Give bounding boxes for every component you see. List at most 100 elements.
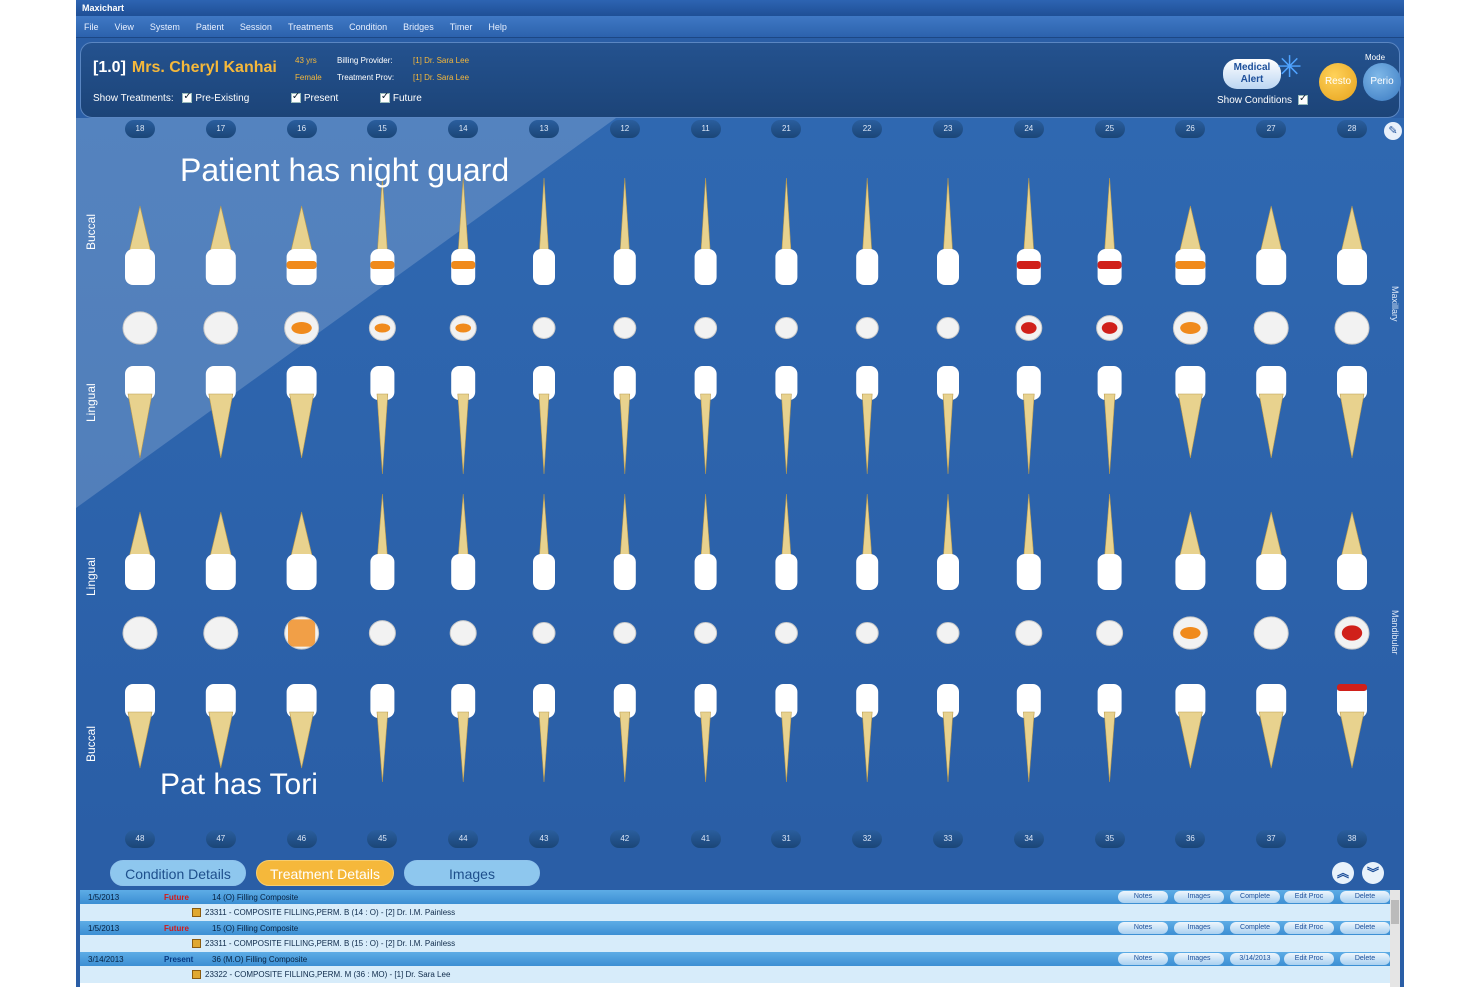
tooth-number-28[interactable]: 28 [1337, 120, 1367, 138]
tooth-number-13[interactable]: 13 [529, 120, 559, 138]
treatment-subrow[interactable]: 23322 - COMPOSITE FILLING,PERM. M (36 : … [80, 966, 1390, 983]
tab-condition-details[interactable]: Condition Details [110, 860, 246, 886]
tooth-27-lingual-crown [1256, 366, 1287, 400]
delete-button[interactable]: Delete [1340, 891, 1390, 903]
wrench-icon[interactable]: ✎ [1384, 122, 1402, 140]
menu-bridges[interactable]: Bridges [403, 22, 434, 32]
tooth-number-37[interactable]: 37 [1256, 830, 1287, 848]
menu-file[interactable]: File [84, 22, 99, 32]
present-checkbox[interactable] [290, 91, 301, 104]
pre-existing-checkbox[interactable] [182, 91, 193, 104]
tooth-number-32[interactable]: 32 [852, 830, 883, 848]
images-button[interactable]: Images [1174, 953, 1224, 965]
tooth-36-buccal-crown [1175, 684, 1206, 718]
menu-system[interactable]: System [149, 22, 180, 32]
perio-mode-button[interactable]: Perio [1363, 63, 1401, 101]
tooth-number-31[interactable]: 31 [771, 830, 802, 848]
tooth-number-11[interactable]: 11 [690, 120, 721, 138]
tooth-number-24[interactable]: 24 [1013, 120, 1044, 138]
tooth-35-buccal-crown [1097, 684, 1122, 718]
treatment-row[interactable]: 1/5/2013 Future 14 (O) Filling Composite No… [80, 890, 1390, 904]
delete-button[interactable]: Delete [1340, 953, 1390, 965]
list-scrollbar[interactable] [1390, 890, 1400, 987]
tooth-45-occlusal [368, 620, 396, 646]
scroll-up-icon[interactable]: ︽ [1332, 862, 1354, 884]
tooth-number-22[interactable]: 22 [852, 120, 883, 138]
scroll-down-icon[interactable]: ︾ [1362, 862, 1384, 884]
tooth-number-25[interactable]: 25 [1094, 120, 1125, 138]
resto-mode-button[interactable]: Resto [1319, 63, 1357, 101]
menu-view[interactable]: View [114, 22, 134, 32]
tooth-number-43[interactable]: 43 [529, 830, 559, 848]
notes-button[interactable]: Notes [1118, 922, 1168, 934]
menu-session[interactable]: Session [239, 22, 272, 32]
treatment-status: Future [164, 924, 189, 933]
tooth-number-12[interactable]: 12 [609, 120, 640, 138]
tooth-45-buccal-crown [370, 684, 395, 718]
procedure-code: 23322 - COMPOSITE FILLING,PERM. M (36 : … [205, 970, 451, 979]
tooth-number-35[interactable]: 35 [1094, 830, 1125, 848]
tooth-number-18[interactable]: 18 [125, 120, 155, 138]
tooth-number-16[interactable]: 16 [286, 120, 317, 138]
treatment-date: 1/5/2013 [88, 893, 120, 902]
tooth-number-27[interactable]: 27 [1256, 120, 1287, 138]
delete-button[interactable]: Delete [1340, 922, 1390, 934]
edit-proc-button[interactable]: Edit Proc [1284, 891, 1334, 903]
treatment-subrow[interactable]: 23311 - COMPOSITE FILLING,PERM. B (15 : … [80, 935, 1390, 952]
tooth-number-34[interactable]: 34 [1013, 830, 1044, 848]
edit-proc-button[interactable]: Edit Proc [1284, 922, 1334, 934]
treatment-provider-value[interactable]: [1] Dr. Sara Lee [413, 73, 470, 82]
tooth-number-47[interactable]: 47 [205, 830, 236, 848]
treatment-status: Present [164, 955, 194, 964]
tooth-number-48[interactable]: 48 [125, 830, 155, 848]
tooth-number-41[interactable]: 41 [690, 830, 721, 848]
tooth-number-46[interactable]: 46 [286, 830, 317, 848]
tooth-number-36[interactable]: 36 [1175, 830, 1206, 848]
night-guard-note[interactable]: Patient has night guard [180, 152, 510, 188]
edit-proc-button[interactable]: Edit Proc [1284, 953, 1334, 965]
show-conditions-checkbox[interactable] [1298, 93, 1309, 106]
menu-timer[interactable]: Timer [449, 22, 473, 32]
tooth-21-occlusal [774, 317, 798, 339]
tooth-number-17[interactable]: 17 [205, 120, 236, 138]
images-button[interactable]: Images [1174, 922, 1224, 934]
patient-header: [1.0] Mrs. Cheryl Kanhai 43 yrs Female Bi… [80, 42, 1401, 118]
treatment-row[interactable]: 3/14/2013 Present 36 (M.O) Filling Composi… [80, 952, 1390, 966]
treatment-subrow[interactable]: 23311 - COMPOSITE FILLING,PERM. B (14 : … [80, 904, 1390, 921]
tooth-number-23[interactable]: 23 [933, 120, 963, 138]
tab-treatment-details[interactable]: Treatment Details [256, 860, 394, 886]
complete-button[interactable]: Complete [1230, 891, 1280, 903]
tooth-number-44[interactable]: 44 [448, 830, 479, 848]
menu-treatments[interactable]: Treatments [287, 22, 334, 32]
tooth-number-33[interactable]: 33 [933, 830, 963, 848]
tooth-23-occlusal [936, 317, 960, 339]
tooth-number-38[interactable]: 38 [1337, 830, 1367, 848]
tooth-32-buccal-root [861, 711, 873, 783]
details-panel: Condition Details Treatment Details Imag… [76, 856, 1404, 987]
tori-note[interactable]: Pat has Tori [160, 768, 318, 801]
scrollbar-thumb[interactable] [1391, 900, 1399, 924]
tooth-42-buccal-crown [613, 684, 636, 718]
tooth-17-lingual-root [208, 393, 234, 459]
tooth-number-21[interactable]: 21 [771, 120, 802, 138]
complete-button[interactable]: 3/14/2013 [1230, 953, 1280, 965]
tooth-34-lingual-root [1023, 493, 1035, 563]
future-checkbox[interactable] [379, 91, 390, 104]
images-button[interactable]: Images [1174, 891, 1224, 903]
tooth-number-15[interactable]: 15 [367, 120, 398, 138]
tooth-number-14[interactable]: 14 [448, 120, 479, 138]
complete-button[interactable]: Complete [1230, 922, 1280, 934]
menu-condition[interactable]: Condition [349, 22, 388, 32]
notes-button[interactable]: Notes [1118, 953, 1168, 965]
notes-button[interactable]: Notes [1118, 891, 1168, 903]
tooth-number-26[interactable]: 26 [1175, 120, 1206, 138]
patient-name[interactable]: Mrs. Cheryl Kanhai [131, 59, 277, 76]
tooth-number-45[interactable]: 45 [367, 830, 398, 848]
tooth-number-42[interactable]: 42 [609, 830, 640, 848]
menu-help[interactable]: Help [488, 22, 507, 32]
treatment-row[interactable]: 1/5/2013 Future 15 (O) Filling Composite No… [80, 921, 1390, 935]
billing-provider-value[interactable]: [1] Dr. Sara Lee [413, 56, 470, 65]
medical-alert-button[interactable]: Medical Alert ✳ [1215, 51, 1303, 95]
tab-images[interactable]: Images [404, 860, 540, 886]
menu-patient[interactable]: Patient [195, 22, 224, 32]
